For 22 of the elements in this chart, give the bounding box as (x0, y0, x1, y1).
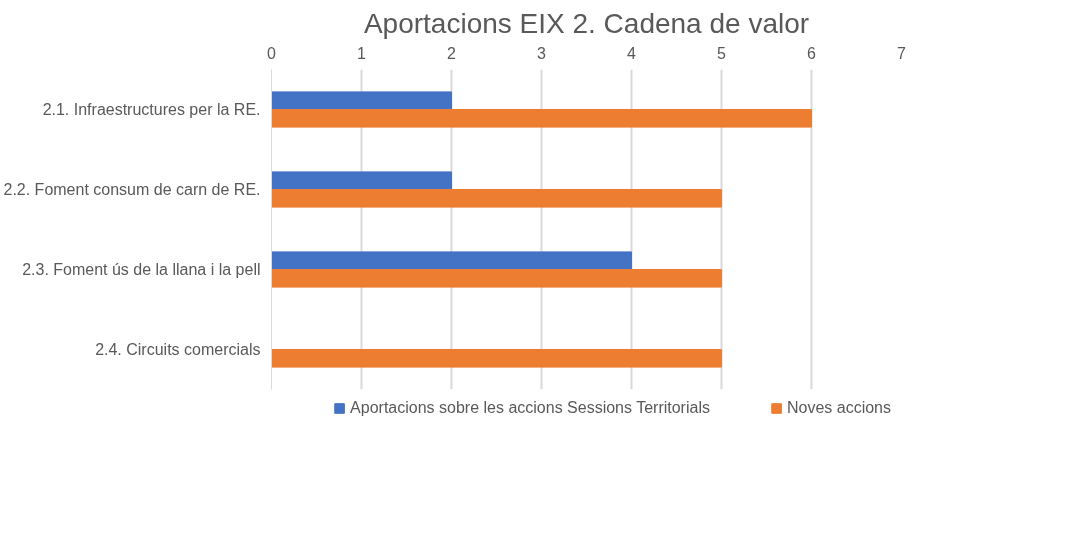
x-tick-label: 1 (357, 44, 367, 62)
y-tick-label: 2.4. Circuits comercials (95, 341, 261, 358)
y-tick-label: 2.3. Foment ús de la llana i la pell (22, 261, 261, 278)
bar (271, 349, 722, 368)
legend-label: Noves accions (786, 399, 891, 417)
legend-label: Aportacions sobre les accions Sessions Territorials (350, 399, 710, 417)
y-tick-label: 2.2. Foment consum de carn de RE. (3, 181, 261, 198)
bar (271, 269, 722, 288)
x-tick-label: 5 (717, 44, 727, 62)
bar (271, 109, 812, 128)
x-tick-label: 2 (447, 44, 457, 62)
x-tick-label: 7 (897, 44, 907, 62)
x-tick-label: 0 (267, 44, 277, 62)
x-tick-label: 3 (537, 44, 547, 62)
chart-title: Aportacions EIX 2. Cadena de valor (363, 7, 810, 39)
y-tick-label: 2.1. Infraestructures per la RE. (42, 101, 261, 118)
bar (271, 171, 452, 190)
bar (271, 91, 452, 110)
x-tick-label: 6 (807, 44, 817, 62)
bar (271, 251, 632, 270)
bar (271, 189, 722, 208)
x-tick-label: 4 (627, 44, 637, 62)
